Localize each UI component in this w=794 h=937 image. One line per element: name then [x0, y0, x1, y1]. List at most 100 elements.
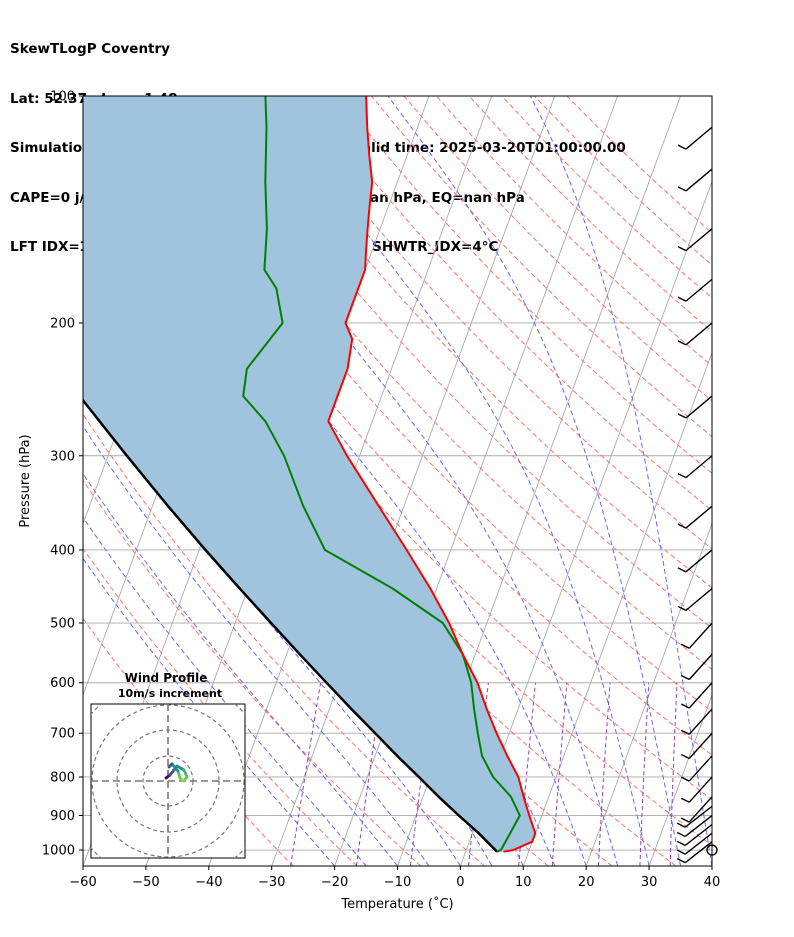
x-tick-label: 20 — [578, 875, 595, 890]
wind-barb — [680, 755, 713, 782]
dry-adiabat — [240, 96, 712, 589]
mixing-ratio-line — [290, 682, 322, 866]
moist-adiabat — [83, 372, 461, 866]
wind-barb — [677, 278, 713, 302]
wind-barb-staff — [685, 228, 713, 252]
wind-barb-feather — [677, 567, 687, 573]
moist-adiabat — [83, 557, 335, 866]
wind-barb-staff — [688, 622, 713, 649]
wind-barb-feather — [677, 523, 687, 529]
wind-barb — [676, 841, 713, 864]
wind-profile-inset: Wind Profile 10m/s increment — [90, 671, 246, 859]
wind-barb — [706, 844, 718, 856]
parcel-area-shading — [83, 96, 536, 852]
x-tick-label: 30 — [641, 875, 658, 890]
isotherm-line — [711, 864, 712, 866]
y-tick-label: 600 — [50, 676, 75, 691]
wind-barb — [677, 126, 713, 150]
wind-barb — [680, 732, 713, 760]
mixing-ratio-line — [669, 682, 678, 866]
wind-barb — [680, 653, 713, 681]
wind-barb-staff — [684, 841, 713, 864]
wind-barb-feather — [680, 776, 690, 782]
dry-adiabat — [175, 96, 712, 670]
x-tick-label: −10 — [384, 875, 411, 890]
wind-barb-feather — [677, 186, 687, 192]
wind-barb-feather — [677, 605, 687, 612]
x-tick-label: −20 — [321, 875, 348, 890]
wind-barbs — [676, 126, 718, 864]
wind-barb-staff — [685, 126, 713, 150]
wind-barb-feather — [677, 144, 687, 150]
wind-barb — [680, 776, 713, 803]
moist-adiabat — [83, 472, 398, 866]
wind-barb-staff — [688, 755, 713, 782]
mixing-ratio-line — [409, 682, 435, 866]
dry-adiabat — [142, 96, 712, 713]
wind-barb-feather — [677, 246, 687, 252]
wind-barb-feather — [680, 643, 690, 649]
wind-barb-staff — [685, 505, 713, 529]
y-tick-label: 800 — [50, 770, 75, 785]
y-tick-label: 400 — [50, 543, 75, 558]
x-axis-label: Temperature (˚C) — [340, 896, 453, 912]
moist-adiabat — [83, 516, 367, 866]
x-tick-label: 0 — [456, 875, 464, 890]
wind-barb — [676, 832, 713, 855]
wind-barb-feather — [680, 703, 690, 709]
moist-adiabat — [264, 96, 650, 866]
wind-barb-staff — [685, 395, 713, 419]
wind-barb-staff — [684, 832, 713, 855]
wind-barb — [680, 682, 713, 709]
moist-adiabat — [83, 425, 430, 866]
dry-adiabat — [305, 96, 712, 512]
wind-barb-feather — [676, 858, 686, 864]
mixing-ratio-line — [597, 682, 611, 866]
wind-barb — [677, 455, 713, 479]
dry-adiabat — [83, 479, 422, 866]
y-tick-label: 700 — [50, 727, 75, 742]
wind-barb — [676, 814, 713, 838]
wind-barb — [680, 796, 713, 823]
wind-barb-feather — [680, 674, 690, 681]
y-tick-label: 1000 — [42, 844, 75, 859]
x-tick-label: −50 — [132, 875, 159, 890]
wind-barb-staff — [688, 653, 713, 680]
y-tick-label: 100 — [50, 90, 75, 105]
x-tick-label: 40 — [704, 875, 721, 890]
wind-barb — [680, 622, 713, 649]
mixing-ratio-line — [355, 682, 384, 866]
wind-barb-staff — [684, 814, 713, 838]
wind-barb-feather — [677, 340, 687, 346]
y-axis-label: Pressure (hPa) — [18, 434, 33, 527]
moist-adiabat — [387, 96, 681, 866]
wind-barb-feather — [676, 822, 686, 828]
wind-barb-staff — [684, 805, 713, 828]
wind-barb-feather — [680, 753, 690, 760]
x-tick-label: −30 — [258, 875, 285, 890]
wind-barb-feather — [676, 840, 686, 847]
wind-barb-staff — [688, 708, 713, 735]
wind-barb-staff — [684, 823, 713, 846]
wind-barb-staff — [688, 732, 713, 759]
dry-adiabat — [273, 96, 712, 550]
station-title: SkewTLogP Coventry — [10, 41, 170, 57]
wind-barb-staff — [685, 278, 713, 302]
profiles — [83, 96, 537, 853]
dewpoint-profile-line — [242, 96, 521, 853]
wind-barb-feather — [680, 729, 690, 735]
y-tick-label: 900 — [50, 809, 75, 824]
inset-rings — [91, 704, 245, 858]
wind-barb-feather — [676, 831, 686, 838]
wind-barb-staff — [688, 682, 713, 709]
wind-barb — [677, 228, 713, 252]
wind-barb-staff — [685, 455, 713, 479]
wind-barb-staff — [688, 796, 713, 823]
mixing-ratio-line — [551, 682, 568, 866]
wind-barb-feather — [677, 413, 687, 419]
mixing-ratio-line — [639, 682, 650, 866]
y-tick-label: 300 — [50, 449, 75, 464]
y-tick-label: 500 — [50, 617, 75, 632]
wind-barb-staff — [685, 322, 713, 346]
